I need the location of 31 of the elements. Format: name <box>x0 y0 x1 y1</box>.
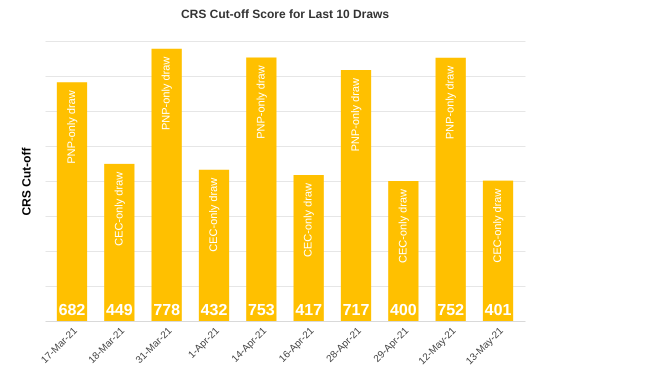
y-axis-title: CRS Cut-off <box>20 146 34 216</box>
annotation: CEC-only draw <box>113 172 126 246</box>
data-label: 449 <box>106 302 133 319</box>
annotation: CEC-only draw <box>492 188 504 263</box>
annotation: PNP-only draw <box>160 56 173 130</box>
chart-title: CRS Cut-off Score for Last 10 Draws <box>180 7 390 21</box>
annotation: PNP-only draw <box>66 90 78 164</box>
annotation: PNP-only draw <box>350 78 362 152</box>
data-label: 400 <box>390 302 417 319</box>
annotation: PNP-only draw <box>255 65 268 139</box>
bar <box>104 164 134 321</box>
bar <box>294 175 324 321</box>
annotation: PNP-only draw <box>444 66 457 140</box>
bar <box>436 58 466 321</box>
data-label: 401 <box>484 302 512 319</box>
annotation: CEC-only draw <box>397 188 410 263</box>
bar <box>56 82 88 321</box>
data-label: 753 <box>248 302 275 319</box>
data-label: 717 <box>342 302 370 319</box>
data-label: 682 <box>58 302 86 319</box>
bar <box>246 57 276 321</box>
data-label: 432 <box>200 302 228 319</box>
data-label: 417 <box>295 302 322 319</box>
data-label: 778 <box>153 302 180 319</box>
annotation: CEC-only draw <box>208 178 220 252</box>
bar <box>152 48 182 321</box>
bar <box>340 70 372 321</box>
bar <box>198 170 230 321</box>
annotation: CEC-only draw <box>302 182 315 258</box>
data-label: 752 <box>437 302 464 319</box>
bar <box>388 181 418 321</box>
